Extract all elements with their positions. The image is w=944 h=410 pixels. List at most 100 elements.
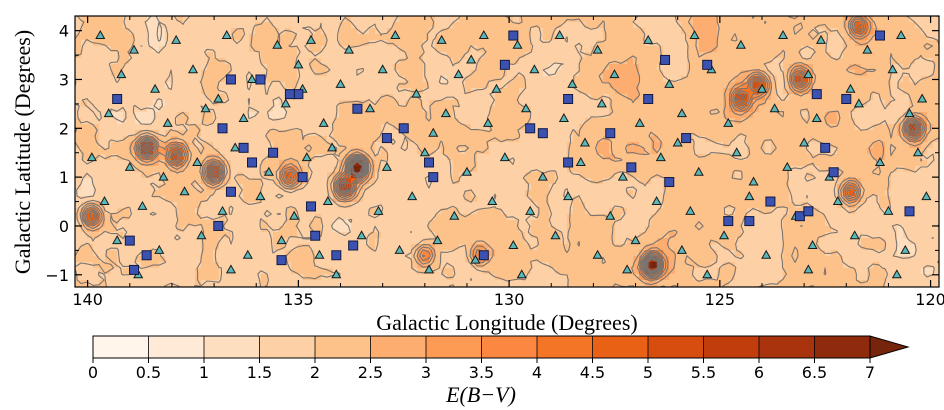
extinction-cell: [675, 28, 682, 35]
extinction-cell: [105, 166, 112, 173]
extinction-cell: [123, 58, 130, 65]
extinction-cell: [267, 202, 274, 209]
extinction-cell: [795, 100, 802, 107]
extinction-cell: [783, 118, 790, 125]
extinction-cell: [111, 58, 118, 65]
extinction-cell: [771, 100, 778, 107]
extinction-cell: [417, 100, 424, 107]
extinction-cell: [525, 46, 532, 53]
extinction-cell: [867, 190, 874, 197]
extinction-cell: [219, 46, 226, 53]
extinction-cell: [573, 88, 580, 95]
extinction-cell: [219, 16, 226, 23]
extinction-cell: [891, 34, 898, 41]
extinction-cell: [735, 34, 742, 41]
extinction-cell: [729, 136, 736, 143]
extinction-cell: [663, 106, 670, 113]
extinction-cell: [657, 118, 664, 125]
extinction-cell: [399, 88, 406, 95]
extinction-cell: [765, 172, 772, 179]
extinction-cell: [801, 34, 808, 41]
extinction-cell: [711, 58, 718, 65]
extinction-cell: [891, 52, 898, 59]
extinction-cell: [183, 28, 190, 35]
extinction-cell: [747, 70, 754, 77]
extinction-cell: [339, 112, 346, 119]
extinction-cell: [699, 202, 706, 209]
extinction-cell: [807, 106, 814, 113]
extinction-cell: [891, 190, 898, 197]
extinction-cell: [711, 166, 718, 173]
extinction-cell: [483, 142, 490, 149]
extinction-cell: [261, 112, 268, 119]
extinction-cell: [747, 34, 754, 41]
extinction-cell: [507, 208, 514, 215]
extinction-cell: [315, 82, 322, 89]
extinction-cell: [93, 82, 100, 89]
extinction-cell: [633, 52, 640, 59]
extinction-cell: [339, 154, 346, 161]
extinction-cell: [135, 112, 142, 119]
extinction-cell: [735, 46, 742, 53]
extinction-cell: [723, 166, 730, 173]
extinction-cell: [621, 46, 628, 53]
extinction-cell: [351, 64, 358, 71]
extinction-cell: [345, 106, 352, 113]
extinction-cell: [393, 202, 400, 209]
extinction-cell: [171, 64, 178, 71]
extinction-cell: [783, 64, 790, 71]
extinction-cell: [435, 52, 442, 59]
extinction-cell: [201, 28, 208, 35]
extinction-cell: [687, 160, 694, 167]
extinction-cell: [399, 172, 406, 179]
extinction-cell: [651, 34, 658, 41]
extinction-cell: [297, 154, 304, 161]
extinction-cell: [315, 136, 322, 143]
extinction-cell: [99, 22, 106, 29]
extinction-cell: [507, 22, 514, 29]
extinction-cell: [339, 28, 346, 35]
extinction-cell: [123, 82, 130, 89]
extinction-cell: [705, 214, 712, 221]
extinction-cell: [471, 202, 478, 209]
extinction-cell: [753, 16, 760, 23]
extinction-cell: [771, 190, 778, 197]
extinction-cell: [327, 58, 334, 65]
extinction-cell: [807, 46, 814, 53]
extinction-cell: [543, 94, 550, 101]
extinction-cell: [75, 136, 82, 143]
extinction-cell: [717, 100, 724, 107]
extinction-cell: [99, 82, 106, 89]
extinction-cell: [549, 16, 556, 23]
extinction-cell: [279, 136, 286, 143]
extinction-cell: [477, 214, 484, 221]
extinction-cell: [777, 178, 784, 185]
extinction-cell: [729, 160, 736, 167]
extinction-cell: [903, 64, 910, 71]
extinction-cell: [489, 82, 496, 89]
extinction-cell: [831, 208, 838, 215]
extinction-cell: [387, 214, 394, 221]
extinction-cell: [255, 22, 262, 29]
extinction-cell: [849, 136, 856, 143]
extinction-cell: [543, 160, 550, 167]
extinction-cell: [609, 184, 616, 191]
extinction-cell: [525, 64, 532, 71]
extinction-cell: [453, 154, 460, 161]
extinction-cell: [759, 22, 766, 29]
extinction-cell: [627, 124, 634, 131]
extinction-cell: [849, 124, 856, 131]
extinction-cell: [693, 82, 700, 89]
extinction-cell: [615, 112, 622, 119]
extinction-cell: [621, 124, 628, 131]
extinction-cell: [609, 40, 616, 47]
extinction-cell: [891, 76, 898, 83]
extinction-cell: [471, 40, 478, 47]
extinction-cell: [435, 34, 442, 41]
extinction-cell: [657, 112, 664, 119]
extinction-cell: [237, 130, 244, 137]
extinction-cell: [375, 16, 382, 23]
extinction-cell: [387, 100, 394, 107]
extinction-cell: [639, 142, 646, 149]
extinction-cell: [633, 208, 640, 215]
